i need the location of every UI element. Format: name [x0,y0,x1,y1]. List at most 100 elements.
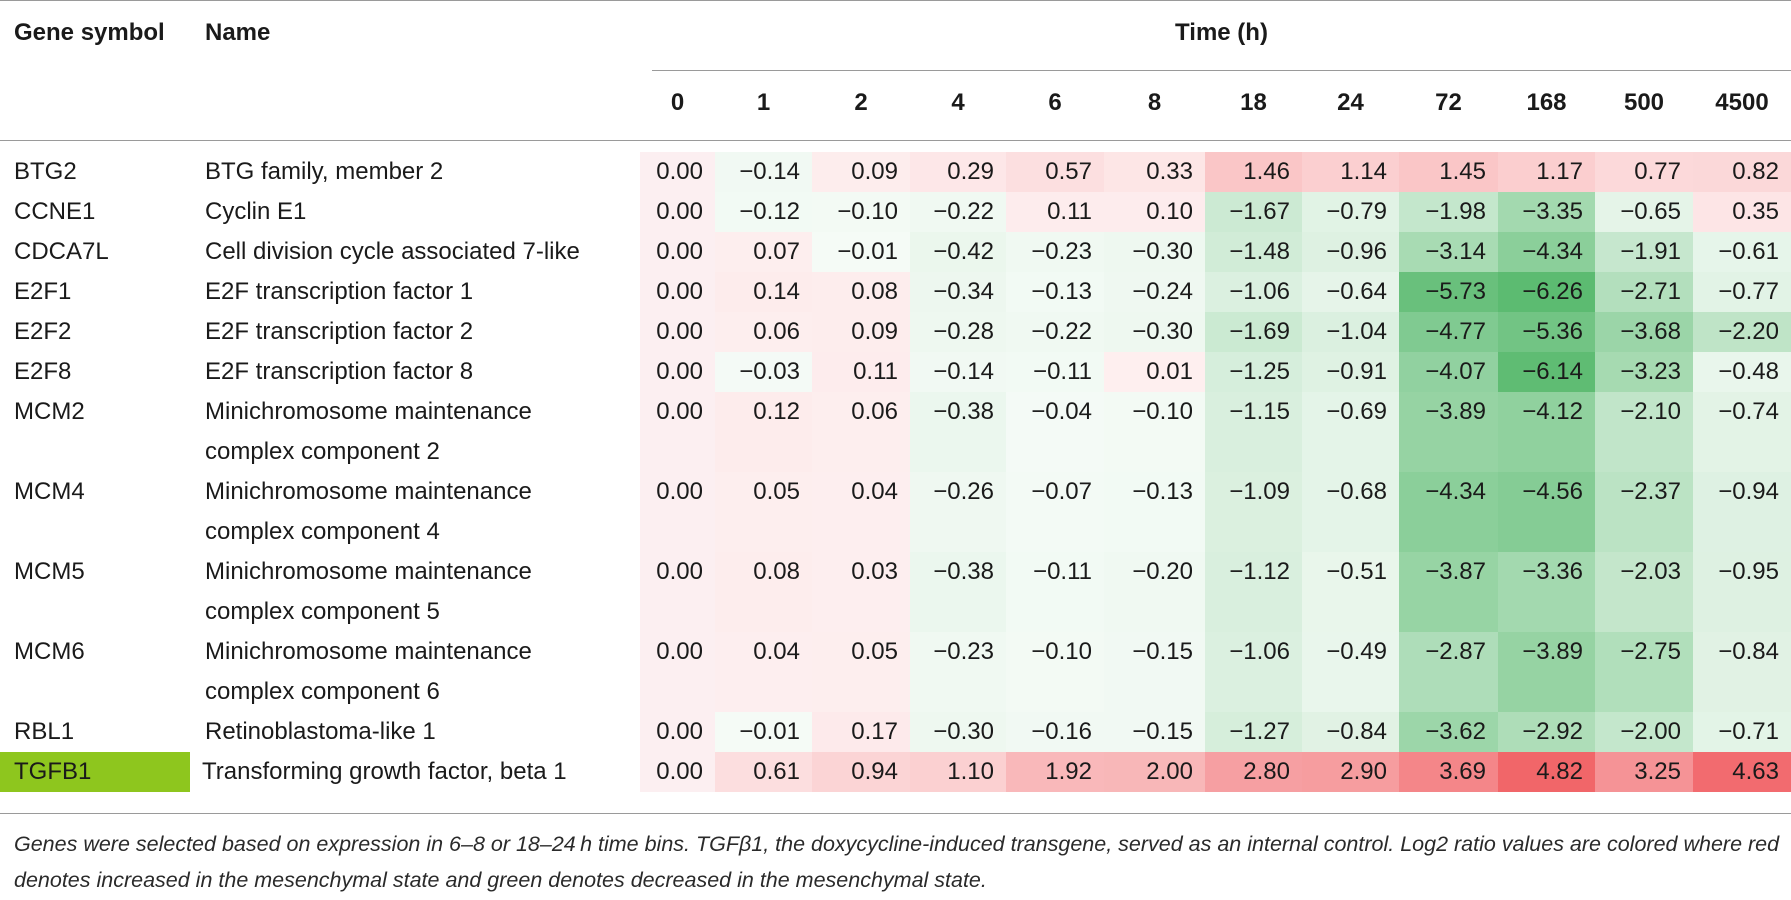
value-cell: −0.42 [910,232,1006,272]
value-cell: −0.38 [910,392,1006,472]
value-cell: −0.01 [812,232,910,272]
value-cell: −0.10 [812,192,910,232]
value-cell: −2.75 [1595,632,1693,712]
value-cell: −0.13 [1006,272,1104,312]
value-cell: 1.92 [1006,752,1104,792]
value-cell: 2.00 [1104,752,1205,792]
value-cell: −1.48 [1205,232,1302,272]
value-cell: −0.91 [1302,352,1399,392]
time-col-header: 4500 [1715,89,1769,116]
gene-symbol-cell: CCNE1 [14,198,96,225]
value-cell: 0.00 [640,552,715,632]
value-cell: −0.16 [1006,712,1104,752]
value-cell: 0.00 [640,712,715,752]
gene-name-cell: Cyclin E1 [205,198,307,225]
gene-symbol-cell: RBL1 [14,718,75,745]
time-col-header: 0 [670,89,685,116]
value-cell: −1.25 [1205,352,1302,392]
value-cell: −1.67 [1205,192,1302,232]
time-col-header: 168 [1526,89,1567,116]
value-cell: −2.37 [1595,472,1693,552]
value-cell: −0.95 [1693,552,1791,632]
value-cell: 0.00 [640,472,715,552]
value-cell: 0.61 [715,752,812,792]
value-cell: 1.17 [1498,152,1595,192]
value-cell: −1.12 [1205,552,1302,632]
value-cell: 0.03 [812,552,910,632]
value-cell: 1.10 [910,752,1006,792]
time-col-header: 500 [1623,89,1665,116]
value-cell: 0.00 [640,752,715,792]
value-cell: 0.08 [715,552,812,632]
value-cell: −3.36 [1498,552,1595,632]
gene-symbol-cell: TGFB1 [0,752,190,792]
value-cell: −4.34 [1498,232,1595,272]
value-cell: 0.17 [812,712,910,752]
value-cell: −2.10 [1595,392,1693,472]
value-cell: −6.26 [1498,272,1595,312]
time-col-header: 2 [854,89,868,116]
value-cell: −5.73 [1399,272,1498,312]
value-cell: 0.06 [812,392,910,472]
gene-symbol-cell: MCM6 [14,638,85,665]
value-cell: 0.04 [812,472,910,552]
value-cell: −2.00 [1595,712,1693,752]
value-cell: −4.34 [1399,472,1498,552]
value-cell: 0.00 [640,232,715,272]
gene-name-cell: Minichromosome maintenance [205,558,532,585]
header-name: Name [205,19,271,46]
value-cell: −0.24 [1104,272,1205,312]
gene-symbol-cell: BTG2 [14,158,77,185]
value-cell: −1.15 [1205,392,1302,472]
value-cell: −0.23 [910,632,1006,712]
value-cell: −3.14 [1399,232,1498,272]
gene-symbol-cell: E2F8 [14,358,72,385]
gene-name-cell: complex component 6 [205,678,440,705]
value-cell: −2.03 [1595,552,1693,632]
gene-name-cell: complex component 4 [205,518,440,545]
value-cell: −3.87 [1399,552,1498,632]
value-cell: −1.04 [1302,312,1399,352]
value-cell: 0.09 [812,312,910,352]
gene-name-cell: E2F transcription factor 2 [205,318,474,345]
value-cell: 0.06 [715,312,812,352]
value-cell: 0.00 [640,152,715,192]
value-cell: 0.00 [640,312,715,352]
value-cell: −1.27 [1205,712,1302,752]
value-cell: 0.04 [715,632,812,712]
value-cell: −0.07 [1006,472,1104,552]
value-cell: 3.69 [1399,752,1498,792]
value-cell: 0.82 [1693,152,1791,192]
value-cell: 0.00 [640,392,715,472]
value-cell: 0.77 [1595,152,1693,192]
value-cell: −0.77 [1693,272,1791,312]
time-col-header: 1 [756,89,771,116]
value-cell: −1.06 [1205,632,1302,712]
value-cell: −0.48 [1693,352,1791,392]
value-cell: 2.80 [1205,752,1302,792]
value-cell: −4.77 [1399,312,1498,352]
value-cell: 0.29 [910,152,1006,192]
value-cell: −3.89 [1498,632,1595,712]
value-cell: −3.62 [1399,712,1498,752]
gene-name-cell: E2F transcription factor 8 [205,358,474,385]
value-cell: 1.14 [1302,152,1399,192]
gene-symbol-cell: CDCA7L [14,238,109,265]
value-cell: −0.22 [910,192,1006,232]
value-cell: 0.11 [812,352,910,392]
value-cell: −0.96 [1302,232,1399,272]
value-cell: −4.56 [1498,472,1595,552]
value-cell: −0.71 [1693,712,1791,752]
value-cell: −0.49 [1302,632,1399,712]
gene-name-cell: Retinoblastoma-like 1 [205,718,436,745]
header-rule [0,140,1791,141]
value-cell: −0.69 [1302,392,1399,472]
gene-symbol-cell: MCM2 [14,398,85,425]
value-cell: 0.33 [1104,152,1205,192]
value-cell: −0.64 [1302,272,1399,312]
value-cell: −0.30 [1104,232,1205,272]
value-cell: −0.68 [1302,472,1399,552]
value-cell: 0.14 [715,272,812,312]
time-col-header: 18 [1240,89,1267,116]
value-cell: −0.34 [910,272,1006,312]
